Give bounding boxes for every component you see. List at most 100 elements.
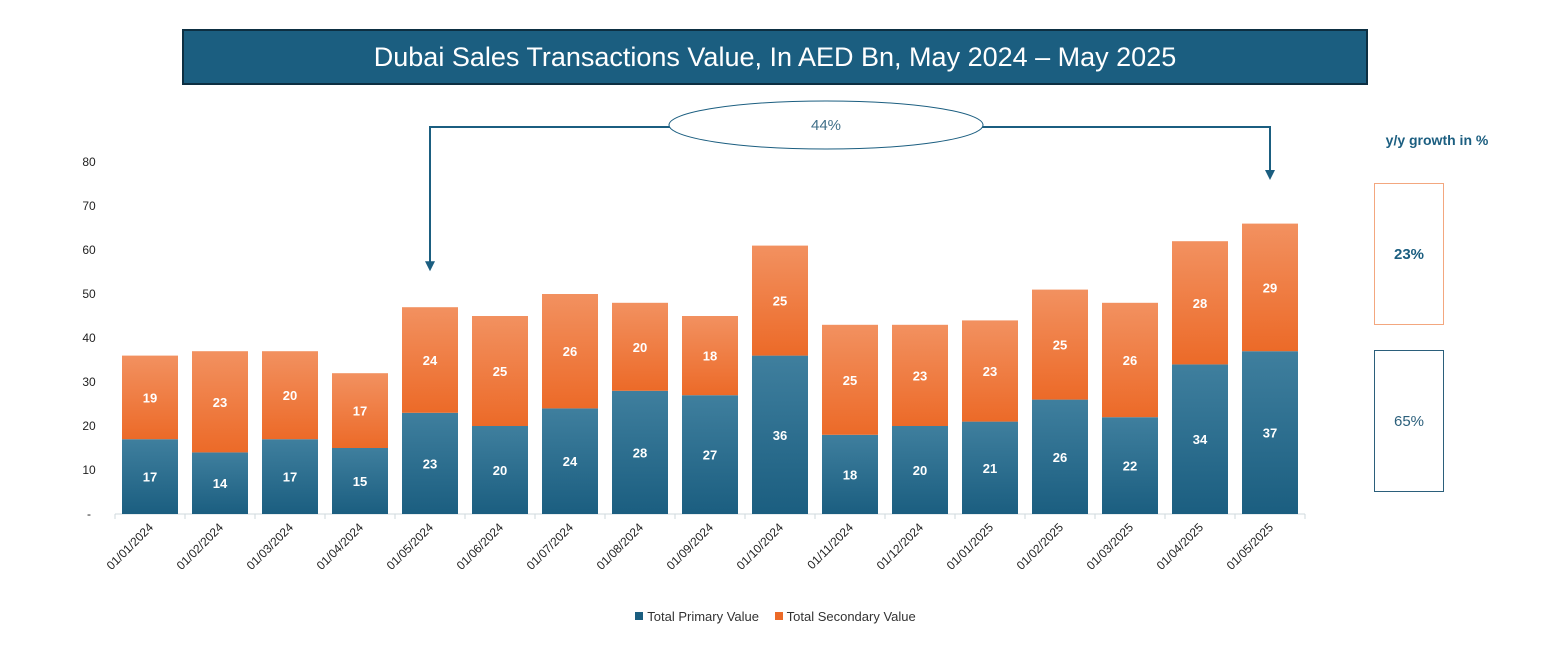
bar-primary (192, 452, 248, 514)
data-label-primary: 20 (493, 463, 507, 478)
x-tick-label: 01/02/2024 (174, 520, 227, 573)
data-label-primary: 17 (283, 470, 297, 485)
bar-secondary (892, 324, 948, 426)
x-tick-label: 01/09/2024 (664, 520, 717, 573)
bar-primary (542, 408, 598, 514)
bar-secondary (1242, 223, 1298, 352)
bar-secondary (682, 316, 738, 396)
data-label-primary: 23 (423, 456, 437, 471)
growth-label: y/y growth in % (1385, 132, 1489, 148)
data-label-secondary: 19 (143, 390, 157, 405)
data-label-secondary: 26 (563, 344, 577, 359)
y-tick-label: 10 (82, 463, 96, 477)
bar-secondary (542, 294, 598, 409)
bar-secondary (332, 373, 388, 448)
data-label-secondary: 26 (1123, 353, 1137, 368)
x-tick-label: 01/03/2024 (244, 520, 297, 573)
bar-primary (1172, 364, 1228, 514)
data-label-secondary: 24 (423, 353, 438, 368)
callout-ellipse (668, 100, 984, 150)
y-tick-label: 30 (82, 375, 96, 389)
data-label-secondary: 18 (703, 349, 717, 364)
y-tick-label: - (87, 507, 91, 521)
data-label-primary: 26 (1053, 450, 1067, 465)
y-tick-label: 40 (82, 331, 96, 345)
data-label-secondary: 29 (1263, 280, 1277, 295)
growth-secondary-box: 23% (1374, 183, 1444, 325)
bar-secondary (1032, 289, 1088, 400)
x-tick-label: 01/02/2025 (1014, 520, 1067, 573)
data-label-primary: 15 (353, 474, 367, 489)
data-label-secondary: 25 (1053, 338, 1067, 353)
bar-primary (262, 439, 318, 514)
data-label-primary: 37 (1263, 426, 1277, 441)
x-tick-label: 01/05/2024 (384, 520, 437, 573)
y-tick-label: 60 (82, 243, 96, 257)
data-label-primary: 28 (633, 445, 647, 460)
bar-primary (1242, 351, 1298, 514)
bracket-arrow-end (1265, 170, 1275, 180)
growth-secondary-value: 23% (1393, 245, 1425, 263)
x-tick-label: 01/01/2024 (104, 520, 157, 573)
bar-secondary (612, 302, 668, 391)
data-label-primary: 18 (843, 467, 857, 482)
bar-primary (332, 448, 388, 514)
y-tick-label: 70 (82, 199, 96, 213)
y-tick-label: 20 (82, 419, 96, 433)
y-tick-label: 80 (82, 155, 96, 169)
x-tick-label: 01/11/2024 (804, 520, 856, 572)
x-tick-label: 01/05/2025 (1224, 520, 1277, 573)
bar-secondary (402, 307, 458, 413)
bar-secondary (122, 355, 178, 440)
bar-secondary (962, 320, 1018, 422)
bar-primary (402, 412, 458, 514)
callout-value: 44% (811, 117, 841, 134)
bracket-arrow-start (425, 261, 435, 272)
data-label-secondary: 23 (913, 368, 927, 383)
data-label-primary: 34 (1193, 432, 1208, 447)
chart-legend: Total Primary Value Total Secondary Valu… (0, 608, 1551, 624)
legend-swatch-primary (635, 612, 644, 620)
x-tick-label: 01/04/2024 (314, 520, 367, 573)
data-label-primary: 20 (913, 463, 927, 478)
x-tick-label: 01/01/2025 (944, 520, 997, 573)
x-tick-label: 01/07/2024 (524, 520, 577, 573)
data-label-primary: 14 (213, 476, 228, 491)
x-tick-label: 01/12/2024 (874, 520, 927, 573)
bar-primary (1032, 399, 1088, 514)
bar-secondary (752, 245, 808, 356)
bar-secondary (822, 324, 878, 435)
bar-primary (822, 434, 878, 514)
data-label-primary: 21 (983, 461, 997, 476)
x-tick-label: 01/04/2025 (1154, 520, 1207, 573)
bar-secondary (192, 351, 248, 453)
data-label-primary: 36 (773, 428, 787, 443)
bar-secondary (472, 316, 528, 426)
data-label-secondary: 20 (283, 388, 297, 403)
chart-title-banner: Dubai Sales Transactions Value, In AED B… (182, 29, 1368, 85)
x-tick-label: 01/08/2024 (594, 520, 647, 573)
x-tick-label: 01/06/2024 (454, 520, 507, 573)
legend-item-primary: Total Primary Value (635, 609, 759, 624)
data-label-primary: 24 (563, 454, 578, 469)
legend-label-primary: Total Primary Value (647, 608, 759, 624)
bar-primary (752, 355, 808, 514)
data-label-secondary: 25 (493, 364, 507, 379)
bar-primary (962, 421, 1018, 514)
x-tick-label: 01/10/2024 (734, 520, 787, 573)
bar-primary (1102, 417, 1158, 514)
data-label-secondary: 25 (843, 373, 857, 388)
data-label-primary: 17 (143, 470, 157, 485)
data-label-secondary: 23 (983, 364, 997, 379)
data-label-secondary: 25 (773, 294, 787, 309)
growth-primary-box: 65% (1374, 350, 1444, 492)
x-tick-label: 01/03/2025 (1084, 520, 1137, 573)
bar-secondary (1102, 302, 1158, 418)
data-label-secondary: 23 (213, 395, 227, 410)
growth-primary-value: 65% (1393, 412, 1425, 430)
chart-title: Dubai Sales Transactions Value, In AED B… (373, 41, 1177, 72)
data-label-primary: 22 (1123, 459, 1137, 474)
legend-label-secondary: Total Secondary Value (786, 608, 916, 624)
data-label-primary: 27 (703, 448, 717, 463)
